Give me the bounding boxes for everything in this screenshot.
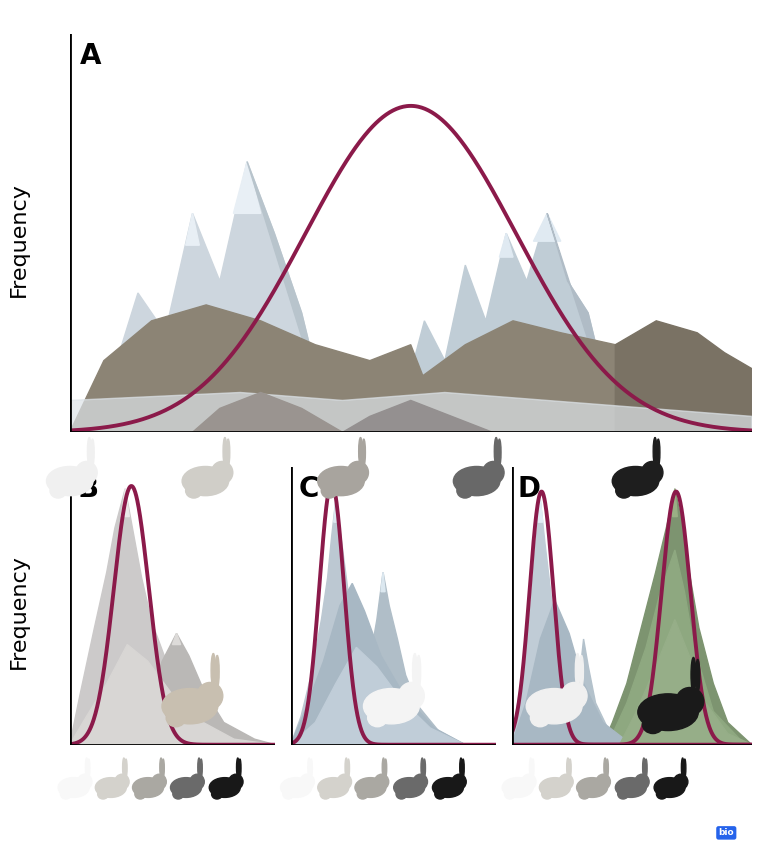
Polygon shape bbox=[70, 305, 445, 432]
Polygon shape bbox=[673, 489, 677, 517]
Polygon shape bbox=[291, 500, 414, 745]
Polygon shape bbox=[132, 633, 275, 745]
Polygon shape bbox=[172, 633, 181, 645]
Polygon shape bbox=[620, 620, 752, 745]
Polygon shape bbox=[381, 573, 385, 591]
Text: bio: bio bbox=[718, 829, 734, 837]
Text: C: C bbox=[299, 475, 319, 502]
Polygon shape bbox=[603, 489, 752, 745]
Polygon shape bbox=[547, 213, 615, 425]
Polygon shape bbox=[560, 639, 632, 745]
Polygon shape bbox=[334, 500, 338, 522]
Text: Frequency: Frequency bbox=[9, 555, 29, 669]
Polygon shape bbox=[247, 162, 329, 425]
Polygon shape bbox=[186, 213, 199, 245]
Text: D: D bbox=[518, 475, 540, 502]
Polygon shape bbox=[397, 213, 615, 425]
Polygon shape bbox=[70, 392, 752, 432]
Polygon shape bbox=[291, 584, 496, 745]
Polygon shape bbox=[499, 234, 513, 257]
Polygon shape bbox=[97, 162, 329, 425]
Polygon shape bbox=[512, 500, 603, 745]
Polygon shape bbox=[377, 321, 752, 432]
Polygon shape bbox=[615, 321, 752, 432]
Polygon shape bbox=[348, 573, 465, 745]
Polygon shape bbox=[343, 401, 493, 432]
Polygon shape bbox=[192, 392, 343, 432]
Polygon shape bbox=[121, 489, 129, 517]
Polygon shape bbox=[533, 213, 561, 241]
Text: A: A bbox=[80, 42, 102, 70]
Polygon shape bbox=[233, 162, 260, 213]
Text: BioRender.com: BioRender.com bbox=[581, 828, 663, 838]
Polygon shape bbox=[512, 600, 632, 745]
Polygon shape bbox=[70, 645, 275, 745]
Polygon shape bbox=[70, 489, 234, 745]
Text: B: B bbox=[78, 475, 99, 502]
Text: Frequency: Frequency bbox=[9, 182, 29, 297]
Polygon shape bbox=[608, 550, 752, 745]
Text: Created in: Created in bbox=[488, 828, 542, 838]
Polygon shape bbox=[538, 500, 542, 522]
Polygon shape bbox=[291, 647, 496, 745]
